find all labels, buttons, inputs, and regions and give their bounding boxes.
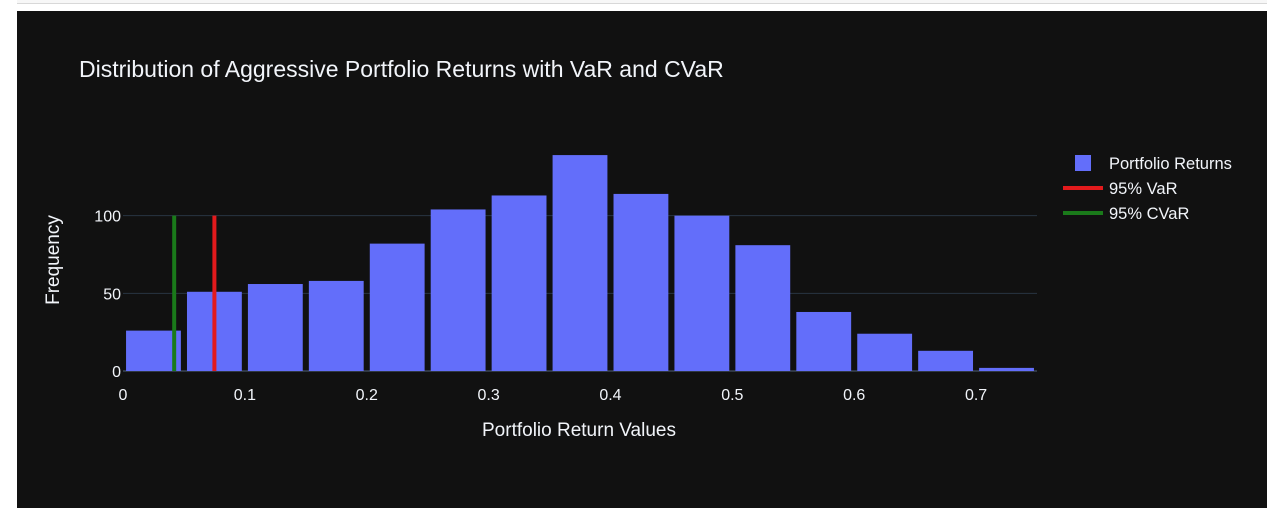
legend-label: Portfolio Returns	[1109, 155, 1232, 173]
x-tick-label: 0.6	[843, 387, 865, 404]
x-tick-labels: 0 0.1 0.2 0.3 0.4 0.5 0.6 0.7	[119, 387, 988, 404]
x-tick-label: 0	[119, 387, 128, 404]
x-tick-label: 0.4	[599, 387, 621, 404]
y-tick-labels: 0 50 100	[94, 209, 121, 381]
x-tick-label: 0.1	[234, 387, 256, 404]
x-tick-label: 0.5	[721, 387, 743, 404]
y-tick-label: 0	[112, 364, 121, 381]
histogram-bar	[553, 155, 608, 371]
x-tick-label: 0.3	[477, 387, 499, 404]
x-tick-label: 0.7	[965, 387, 987, 404]
x-axis-label: Portfolio Return Values	[482, 420, 676, 441]
histogram-bar	[431, 209, 486, 371]
bars-layer	[126, 155, 1034, 371]
histogram-bar	[614, 194, 669, 371]
histogram-bar	[979, 368, 1034, 371]
histogram-bar	[309, 281, 364, 371]
histogram-chart: Distribution of Aggressive Portfolio Ret…	[17, 11, 1267, 508]
histogram-bar	[918, 351, 973, 371]
y-tick-label: 100	[94, 209, 121, 226]
x-tick-label: 0.2	[356, 387, 378, 404]
histogram-bar	[492, 195, 547, 371]
legend-label: 95% CVaR	[1109, 205, 1189, 223]
histogram-bar	[796, 312, 851, 371]
histogram-bar	[248, 284, 303, 371]
top-divider	[17, 0, 1267, 4]
legend-swatch-portfolio-returns	[1075, 155, 1091, 171]
histogram-bar	[370, 244, 425, 371]
histogram-bar	[735, 245, 790, 371]
chart-panel: Distribution of Aggressive Portfolio Ret…	[17, 11, 1267, 508]
histogram-bar	[857, 334, 912, 371]
chart-title: Distribution of Aggressive Portfolio Ret…	[79, 56, 724, 82]
y-tick-label: 50	[103, 286, 121, 303]
histogram-bar	[674, 216, 729, 371]
legend-label: 95% VaR	[1109, 180, 1178, 198]
y-axis-label: Frequency	[43, 215, 64, 305]
legend: Portfolio Returns 95% VaR 95% CVaR	[1063, 155, 1232, 223]
